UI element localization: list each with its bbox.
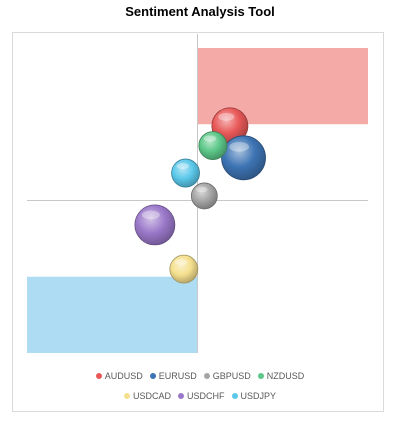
legend-swatch: [178, 393, 184, 399]
bubble-nzdusd[interactable]: [198, 131, 228, 161]
bubble-highlight: [203, 135, 217, 142]
legend-row-2: USDCAD USDCHF USDJPY: [0, 391, 400, 401]
chart-title: Sentiment Analysis Tool: [125, 4, 275, 19]
legend-label: AUDUSD: [104, 371, 143, 381]
bubble-highlight: [229, 141, 250, 152]
legend-row-1: AUDUSD EURUSD GBPUSD NZDUSD: [0, 371, 400, 381]
bubble-highlight: [176, 162, 190, 170]
zones-layer: [27, 48, 368, 353]
legend-label: EURUSD: [158, 371, 197, 381]
bubble-highlight: [195, 186, 208, 193]
legend-swatch: [123, 393, 130, 399]
bubble-usdchf[interactable]: [134, 204, 176, 246]
legend-label: USDJPY: [240, 391, 277, 401]
legend-item-usdcad[interactable]: USDCAD: [123, 391, 171, 401]
legend-label: USDCHF: [187, 391, 225, 401]
bubbles-layer: [134, 107, 266, 284]
legend-item-usdjpy[interactable]: USDJPY: [231, 391, 277, 401]
legend-label: NZDUSD: [266, 371, 305, 381]
legend-item-audusd[interactable]: AUDUSD: [95, 371, 143, 381]
legend-item-nzdusd[interactable]: NZDUSD: [257, 371, 305, 381]
bubble-eurusd[interactable]: [221, 135, 266, 181]
legend-item-gbpusd[interactable]: GBPUSD: [203, 371, 251, 381]
bubble-usdjpy[interactable]: [171, 158, 200, 188]
bubble-highlight: [218, 112, 235, 121]
plot-frame: [12, 32, 384, 412]
legend-label: USDCAD: [132, 391, 171, 401]
legend-swatch: [95, 373, 102, 379]
bubble-gbpusd[interactable]: [190, 182, 218, 210]
lower-left-zone: [27, 276, 198, 353]
legend-item-eurusd[interactable]: EURUSD: [149, 371, 197, 381]
bubble-highlight: [174, 259, 188, 266]
legend-item-usdchf[interactable]: USDCHF: [178, 391, 225, 401]
legend-swatch: [203, 373, 210, 379]
legend-swatch: [231, 393, 238, 399]
legend-label: GBPUSD: [212, 371, 251, 381]
legend-swatch: [149, 373, 156, 379]
legend-swatch: [257, 373, 264, 379]
bubble-usdcad[interactable]: [169, 254, 199, 284]
bubble-highlight: [141, 210, 160, 220]
